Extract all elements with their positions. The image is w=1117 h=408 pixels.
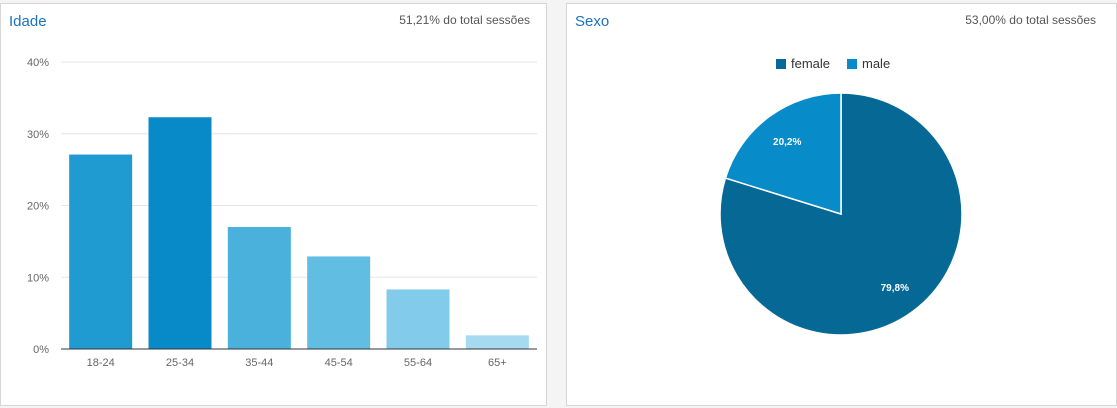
sex-card: Sexo 53,00% do total sessões female male 7…	[566, 3, 1117, 406]
age-card: Idade 51,21% do total sessões 0% 10% 20% 30…	[0, 3, 547, 406]
pie-slice-male[interactable]	[724, 92, 842, 216]
bar-18-24[interactable]	[69, 154, 133, 349]
x-tick-label: 65+	[488, 357, 507, 369]
x-tick-label: 18-24	[87, 357, 115, 369]
bar-25-34[interactable]	[148, 117, 212, 349]
slice-label-male: 20,2%	[773, 137, 801, 148]
x-tick-label: 55-64	[404, 357, 432, 369]
slice-label-female: 79,8%	[881, 283, 909, 294]
bar-35-44[interactable]	[227, 227, 291, 349]
y-tick-label: 10%	[27, 272, 49, 284]
bar-45-54[interactable]	[307, 256, 371, 349]
age-card-title: Idade	[9, 13, 47, 30]
x-tick-label: 25-34	[166, 357, 194, 369]
age-card-subtitle: 51,21% do total sessões	[399, 13, 530, 27]
x-tick-label: 45-54	[325, 357, 353, 369]
age-bar-chart: 0% 10% 20% 30% 40% 18-24 25-34 35-44 45-54 55-64 6…	[27, 57, 537, 369]
x-tick-label: 35-44	[245, 357, 273, 369]
legend-label-male[interactable]: male	[862, 56, 890, 71]
bar-65+[interactable]	[465, 335, 529, 349]
legend-label-female[interactable]: female	[791, 56, 830, 71]
legend-swatch-male	[847, 59, 857, 69]
y-tick-label: 20%	[27, 201, 49, 213]
y-tick-label: 40%	[27, 57, 49, 69]
bar-55-64[interactable]	[386, 289, 450, 349]
y-tick-label: 30%	[27, 129, 49, 141]
y-tick-label: 0%	[33, 344, 49, 356]
sex-pie-chart: female male 79,8% 20,2%	[719, 56, 963, 336]
sex-card-title: Sexo	[575, 13, 610, 30]
legend-swatch-female	[776, 59, 786, 69]
sex-card-subtitle: 53,00% do total sessões	[965, 13, 1096, 27]
